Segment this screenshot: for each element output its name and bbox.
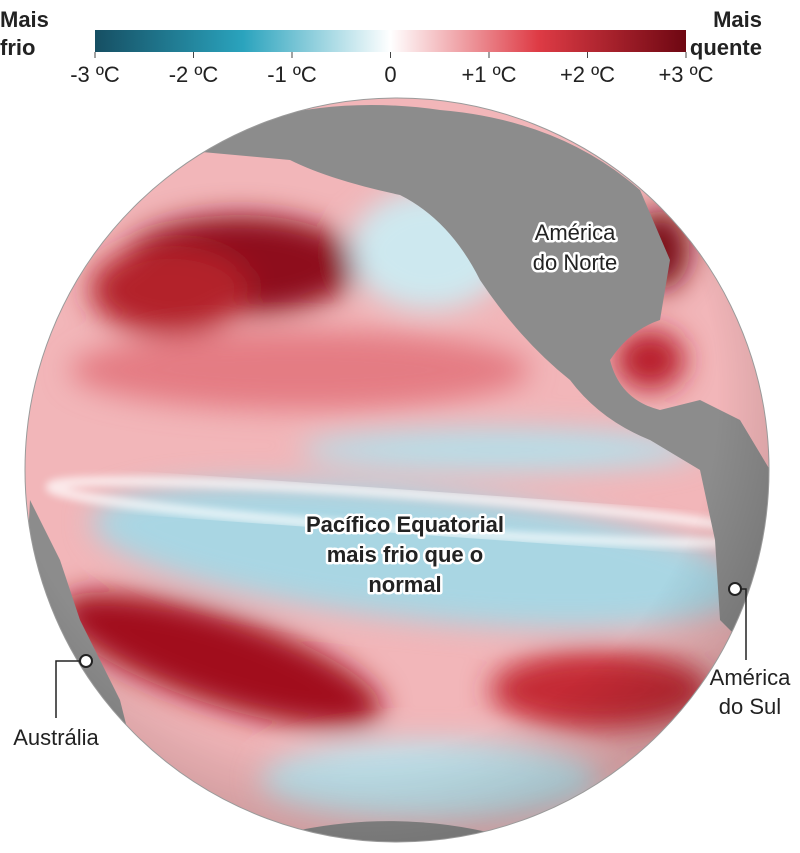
region-label: Pacífico Equatorial xyxy=(306,512,504,537)
scale-tick-label: 0 xyxy=(384,62,396,87)
location-dot xyxy=(728,582,742,596)
leader-line xyxy=(741,588,747,660)
annotations: América do Norte Pacífico Equatorial mai… xyxy=(13,218,791,751)
location-dot xyxy=(79,654,93,668)
scale-tick-label: +3 ºC xyxy=(658,62,713,87)
place-label: América xyxy=(710,665,791,690)
region-label: América xyxy=(535,220,616,245)
scale-tick-label: -2 ºC xyxy=(169,62,219,87)
region-label: mais frio que o xyxy=(327,542,483,567)
legend: Mais frio Mais quente xyxy=(0,7,762,60)
region-label: do Norte xyxy=(533,250,617,275)
globe xyxy=(25,98,769,842)
region-label: normal xyxy=(368,572,441,597)
place-label: do Sul xyxy=(719,694,781,719)
scale-tick-label: -3 ºC xyxy=(70,62,120,87)
scale-tick-label: +2 ºC xyxy=(560,62,615,87)
color-scale xyxy=(95,30,686,52)
warm-label: Mais xyxy=(713,7,762,32)
scale-tick-label: +1 ºC xyxy=(461,62,516,87)
cold-label: Mais xyxy=(0,7,49,32)
place-label: Austrália xyxy=(13,725,99,750)
cold-label: frio xyxy=(0,35,35,60)
scale-tick-label: -1 ºC xyxy=(267,62,317,87)
warm-label: quente xyxy=(690,35,762,60)
leader-line xyxy=(55,660,80,718)
